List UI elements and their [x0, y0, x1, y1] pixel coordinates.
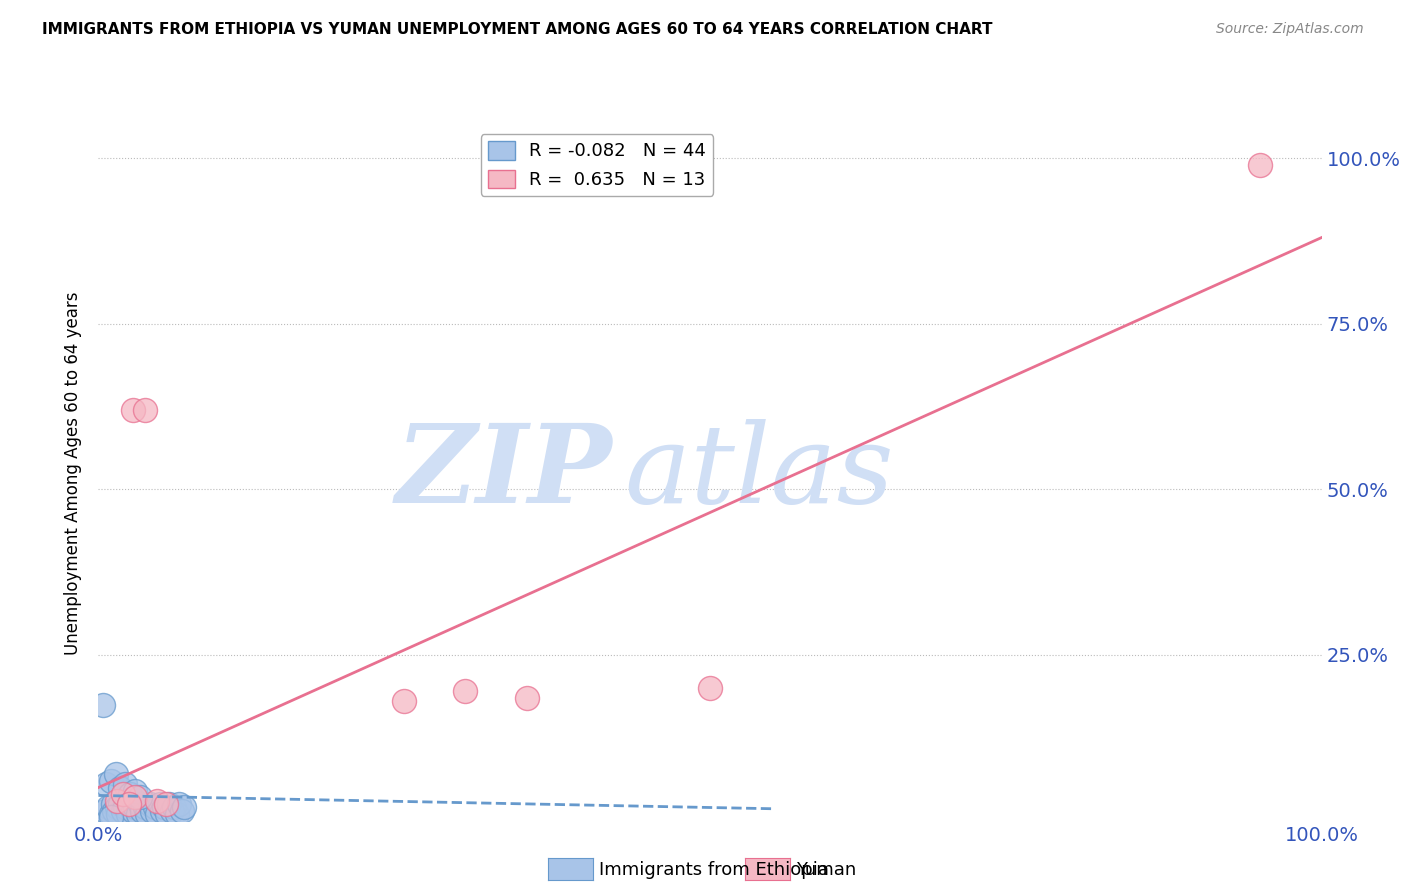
Point	[105, 800, 128, 814]
Point	[153, 800, 176, 814]
Point	[155, 797, 177, 811]
Point	[111, 804, 134, 818]
Point	[114, 800, 136, 814]
Point	[124, 790, 146, 805]
Point	[104, 767, 127, 781]
Point	[110, 780, 132, 795]
Point	[110, 797, 132, 811]
Point	[131, 804, 153, 818]
Point	[129, 790, 152, 805]
Point	[107, 807, 129, 822]
Point	[124, 784, 146, 798]
Text: ZIP: ZIP	[395, 419, 612, 526]
Point	[93, 804, 115, 818]
Point	[100, 810, 122, 824]
Point	[139, 797, 162, 811]
Point	[94, 777, 117, 791]
Point	[100, 807, 122, 822]
Text: Yuman: Yuman	[796, 861, 856, 879]
Point	[146, 807, 169, 822]
Point	[134, 800, 156, 814]
Point	[111, 787, 134, 801]
Point	[170, 804, 193, 818]
Point	[143, 800, 166, 814]
Point	[124, 800, 146, 814]
Point	[129, 797, 152, 811]
Point	[150, 804, 173, 818]
Point	[114, 777, 136, 791]
Point	[699, 681, 721, 695]
Point	[392, 694, 416, 708]
Point	[1249, 158, 1271, 172]
Point	[121, 402, 143, 417]
Text: Source: ZipAtlas.com: Source: ZipAtlas.com	[1216, 22, 1364, 37]
Point	[136, 807, 159, 822]
Point	[134, 402, 156, 417]
Point	[118, 797, 141, 811]
Point	[173, 800, 195, 814]
Point	[141, 804, 163, 818]
Point	[163, 800, 186, 814]
Point	[157, 797, 180, 811]
Point	[160, 804, 183, 818]
Text: atlas: atlas	[624, 419, 894, 526]
Point	[97, 800, 120, 814]
Point	[91, 698, 114, 712]
Point	[120, 797, 142, 811]
Point	[103, 804, 125, 818]
Point	[166, 807, 188, 822]
Point	[117, 807, 139, 822]
Text: Immigrants from Ethiopia: Immigrants from Ethiopia	[599, 861, 830, 879]
Text: IMMIGRANTS FROM ETHIOPIA VS YUMAN UNEMPLOYMENT AMONG AGES 60 TO 64 YEARS CORRELA: IMMIGRANTS FROM ETHIOPIA VS YUMAN UNEMPL…	[42, 22, 993, 37]
Point	[127, 807, 149, 822]
Point	[515, 691, 537, 706]
Point	[167, 797, 190, 811]
Point	[120, 787, 142, 801]
Point	[100, 773, 122, 788]
Point	[121, 804, 143, 818]
Point	[156, 807, 179, 822]
Point	[146, 794, 169, 808]
Legend: R = -0.082   N = 44, R =  0.635   N = 13: R = -0.082 N = 44, R = 0.635 N = 13	[481, 134, 713, 196]
Point	[101, 797, 124, 811]
Y-axis label: Unemployment Among Ages 60 to 64 years: Unemployment Among Ages 60 to 64 years	[65, 291, 83, 655]
Point	[149, 797, 172, 811]
Point	[454, 684, 477, 698]
Point	[105, 794, 128, 808]
